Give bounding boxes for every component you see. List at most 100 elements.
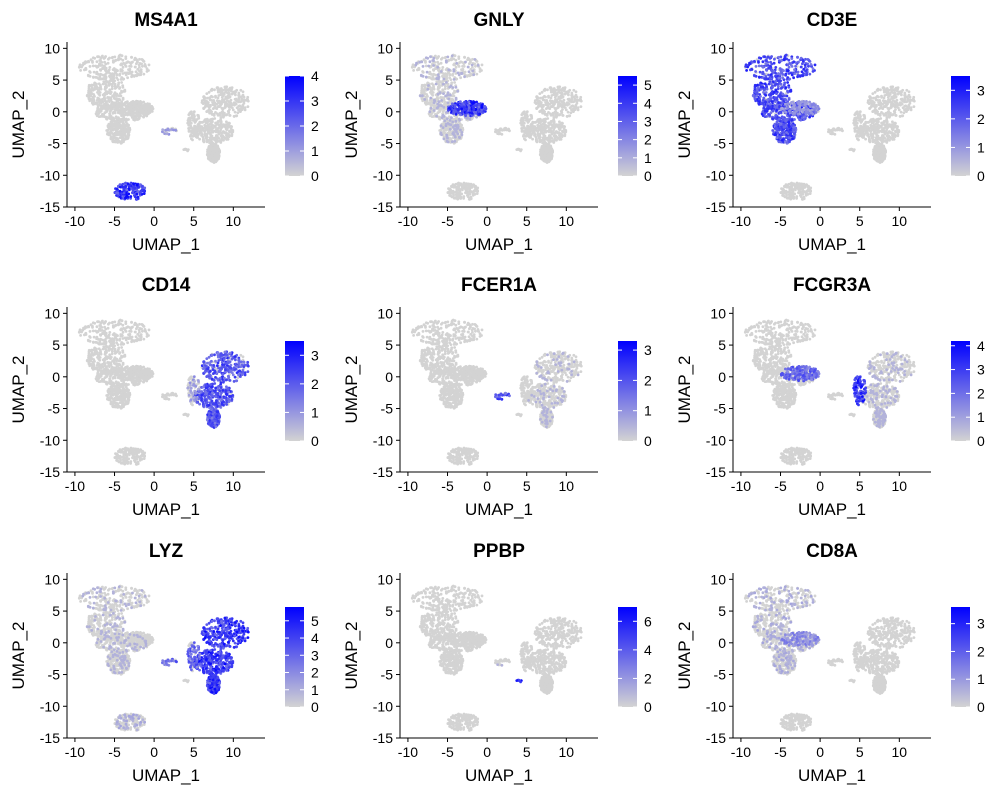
cell-point [454, 59, 457, 62]
cell-point [104, 105, 107, 108]
cell-point [146, 70, 149, 73]
cell-point [425, 65, 428, 68]
cell-point [800, 195, 803, 198]
cell-point-expressing [136, 184, 139, 187]
cell-point-expressing [465, 108, 468, 111]
cell-point [99, 77, 102, 80]
cell-point-expressing [475, 116, 478, 119]
cell-point-expressing [437, 73, 440, 76]
cell-point [112, 59, 115, 62]
cell-point [219, 131, 222, 134]
cell-point-expressing [129, 195, 132, 198]
cell-point-expressing [134, 195, 137, 198]
cell-point [500, 129, 503, 132]
cell-point [781, 192, 784, 195]
cell-point-expressing [141, 185, 144, 188]
cell-point [138, 101, 141, 104]
cell-point [515, 148, 518, 151]
x-tick-label: 0 [483, 213, 491, 229]
cell-point [463, 56, 466, 59]
cell-point [108, 100, 111, 103]
cell-point [544, 120, 547, 123]
cell-point [214, 95, 217, 98]
cell-point [111, 101, 114, 104]
cell-point [96, 86, 99, 89]
cell-point [113, 80, 116, 83]
cell-point [104, 111, 107, 114]
cell-point [533, 129, 536, 132]
cell-point [214, 157, 217, 160]
legend-tick-label: 3 [311, 93, 319, 109]
cell-point [121, 69, 124, 72]
cell-point-expressing [143, 192, 146, 195]
cell-point [467, 195, 470, 198]
cell-point [551, 102, 554, 105]
cell-point-expressing [439, 104, 442, 107]
cell-point-expressing [449, 94, 452, 97]
cell-point [543, 135, 546, 138]
cell-point-expressing [116, 188, 119, 191]
cell-point [118, 140, 121, 143]
cell-point [105, 84, 108, 87]
cell-point [537, 134, 540, 137]
cell-point [208, 127, 211, 130]
cell-point [476, 189, 479, 192]
cell-point [580, 100, 583, 103]
legend-tick-label: 2 [644, 132, 652, 148]
cell-point [553, 121, 556, 124]
cell-point [120, 81, 123, 84]
cell-point [531, 124, 534, 127]
cell-point [548, 134, 551, 137]
cell-point [111, 87, 114, 90]
cell-point [782, 188, 785, 191]
cell-point [474, 185, 477, 188]
cell-point [575, 90, 578, 93]
cell-point [110, 137, 113, 140]
x-tick-label: -10 [398, 213, 418, 229]
cell-point-expressing [433, 99, 436, 102]
cell-point [426, 95, 429, 98]
cell-point-expressing [143, 189, 146, 192]
cell-point [561, 135, 564, 138]
cell-point [217, 146, 220, 149]
cell-point [533, 134, 536, 137]
cell-point [125, 138, 128, 141]
cell-point [422, 71, 425, 74]
cell-point [132, 108, 135, 111]
cell-point [521, 127, 524, 130]
cell-point-expressing [452, 70, 455, 73]
cell-point [217, 155, 220, 158]
y-tick-label: -10 [40, 167, 60, 183]
cell-point [803, 196, 806, 199]
cell-point [126, 100, 129, 103]
cell-point [213, 117, 216, 120]
cell-point [93, 71, 96, 74]
cell-point [412, 69, 415, 72]
cell-point-expressing [435, 115, 438, 118]
cell-point-expressing [452, 126, 455, 129]
cell-point [127, 68, 130, 71]
cell-point [208, 112, 211, 115]
cell-point-expressing [455, 86, 458, 89]
cell-point [558, 114, 561, 117]
cell-point [560, 122, 563, 125]
cell-point [438, 63, 441, 66]
cell-point [553, 89, 556, 92]
cell-point-expressing [449, 128, 452, 131]
cell-point [118, 74, 121, 77]
legend-tick-label: 0 [311, 168, 319, 184]
cell-point [118, 86, 121, 89]
cell-point [79, 69, 82, 72]
cell-point [114, 87, 117, 90]
cell-point [206, 153, 209, 156]
cell-point-expressing [471, 101, 474, 104]
cell-point [215, 134, 218, 137]
cell-point [95, 110, 98, 113]
cell-point [216, 99, 219, 102]
y-tick-label: 5 [52, 72, 60, 88]
cell-point [98, 101, 101, 104]
cell-point-expressing [453, 106, 456, 109]
cell-point [794, 188, 797, 191]
cell-point [210, 95, 213, 98]
cell-point-expressing [167, 129, 170, 132]
